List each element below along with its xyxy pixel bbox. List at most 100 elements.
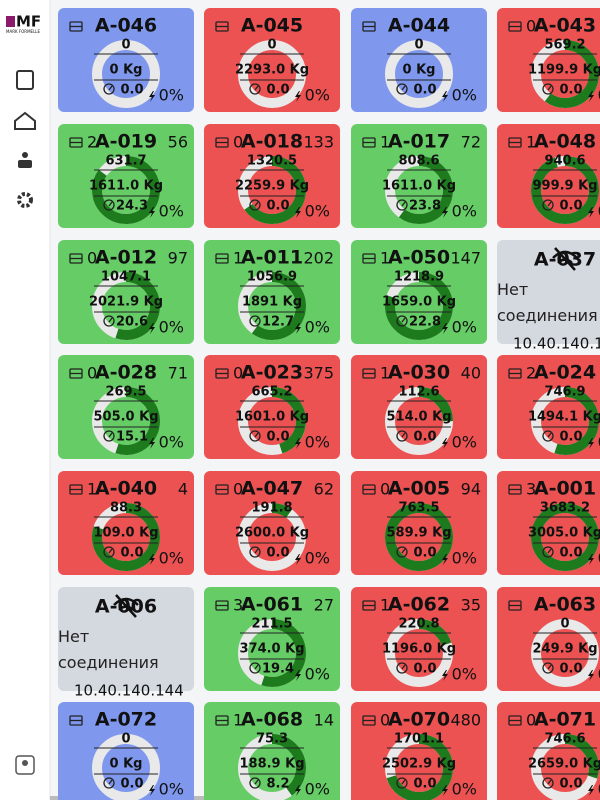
card-bg (204, 355, 340, 459)
machine-card[interactable]: 0A-005 94 763.5 589.9 Kg 0.0 0% (351, 471, 487, 575)
left-number: 1 (87, 480, 97, 499)
speed-icon (542, 777, 554, 789)
speed-icon-needle (547, 779, 552, 785)
weight-value: 374.0 Kg (239, 642, 304, 657)
bolt-icon (588, 207, 594, 218)
bolt-icon (442, 323, 448, 334)
top-value: 1218.9 (394, 270, 444, 285)
ring-progress (238, 272, 306, 340)
machine-card[interactable]: 1A-030 40 112.6 514.0 Kg 0.0 0% (351, 355, 487, 459)
speed-icon-needle (547, 201, 552, 207)
machine-card[interactable]: 0A-012 97 1047.1 2021.9 Kg 20.6 0% (58, 240, 194, 344)
machine-card[interactable]: 0A-018 133 1320.5 2259.9 Kg 0.0 0% (204, 124, 340, 228)
left-number: 1 (380, 364, 390, 383)
ring-progress (238, 619, 306, 687)
bolt-icon (149, 554, 155, 565)
percent-value: 0% (452, 549, 477, 568)
machine-card[interactable]: 0A-047 62 191.8 2600.0 Kg 0.0 0% (204, 471, 340, 575)
left-number: 0 (380, 480, 390, 499)
speed-icon-needle (254, 317, 259, 323)
left-number: 0 (526, 17, 536, 36)
weight-value: 1659.0 Kg (382, 295, 456, 310)
machine-card[interactable]: 2A-019 56 631.7 1611.0 Kg 24.3 0% (58, 124, 194, 228)
nav-user[interactable] (22, 152, 28, 158)
ring-progress (385, 272, 453, 340)
speed-icon (396, 315, 408, 327)
percent-value: 0% (598, 202, 600, 221)
machine-card[interactable]: 1A-062 35 220.8 1196.0 Kg 0.0 0% (351, 587, 487, 691)
left-number: 2 (526, 364, 536, 383)
right-number: 72 (461, 133, 481, 152)
ip-address: 10.40.140.12 (513, 335, 600, 353)
machine-card[interactable]: 1A-068 14 75.3 188.9 Kg 8.2 0% (204, 702, 340, 800)
left-number: 0 (87, 364, 97, 383)
card-bg (497, 702, 600, 800)
card-bg (58, 702, 194, 800)
speed-value: 0.0 (413, 777, 436, 792)
card-bg (204, 471, 340, 575)
message-box: Нет соединения (58, 627, 159, 672)
card-title: A-012 (95, 247, 157, 269)
logo-caption: MARK FORMELLE (6, 29, 41, 34)
card-bg (351, 355, 487, 459)
bolt-icon (442, 670, 448, 681)
machine-card[interactable]: A-037 Нет соединения 10.40.140.12 (497, 240, 600, 353)
card-bg (497, 587, 600, 691)
machine-card[interactable]: A-006 Нет соединения 10.40.140.144 (58, 587, 194, 700)
weight-value: 1611.0 Kg (382, 179, 456, 194)
weight-value: 109.0 Kg (93, 526, 158, 541)
nav-warehouse[interactable] (14, 111, 36, 130)
weight-value: 514.0 Kg (386, 410, 451, 425)
nav-icons[interactable] (14, 70, 36, 775)
nav-cabinet[interactable] (16, 70, 34, 90)
weight-value: 2293.0 Kg (235, 63, 309, 78)
nav-profile[interactable] (15, 755, 35, 775)
speed-icon (396, 777, 408, 789)
machine-card[interactable]: 1A-050 147 1218.9 1659.0 Kg 22.8 0% (351, 240, 487, 344)
card-title: A-030 (388, 362, 450, 384)
bolt-icon (149, 207, 155, 218)
card-title: A-017 (388, 131, 450, 153)
machine-card[interactable]: 0A-028 71 269.5 505.0 Kg 15.1 0% (58, 355, 194, 459)
nav-settings[interactable] (17, 192, 33, 208)
left-number: 1 (233, 711, 243, 730)
bolt-icon (149, 438, 155, 449)
machine-card[interactable]: 1A-040 4 88.3 109.0 Kg 0.0 0% (58, 471, 194, 575)
machine-card[interactable]: 1A-017 72 808.6 1611.0 Kg 23.8 0% (351, 124, 487, 228)
card-bg (497, 240, 600, 344)
machine-card[interactable]: 0A-070 480 1701.1 2502.9 Kg 0.0 0% (351, 702, 487, 800)
sidebar (0, 0, 50, 800)
speed-value: 19.4 (262, 662, 294, 677)
machine-card[interactable]: 3A-061 27 211.5 374.0 Kg 19.4 0% (204, 587, 340, 691)
speed-icon (396, 430, 408, 442)
top-value: 0 (121, 732, 130, 747)
top-value: 220.8 (398, 617, 439, 632)
right-number: 97 (168, 249, 188, 268)
speed-icon-needle (254, 432, 259, 438)
left-number: 1 (526, 133, 536, 152)
speed-icon (542, 430, 554, 442)
ring-track (238, 40, 306, 108)
top-value: 0 (121, 38, 130, 53)
ring-track (92, 734, 160, 800)
card-bg (351, 471, 487, 575)
right-number: 133 (303, 133, 334, 152)
ring-progress (385, 734, 453, 800)
top-value: 88.3 (110, 501, 142, 516)
machine-card[interactable]: 0A-023 375 665.2 1601.0 Kg 0.0 0% (204, 355, 340, 459)
speed-icon (542, 199, 554, 211)
machine-card[interactable]: 1A-011 202 1056.9 1891 Kg 12.7 0% (204, 240, 340, 344)
speed-icon-needle (108, 548, 113, 554)
percent-value: 0% (452, 433, 477, 452)
weight-value: 2259.9 Kg (235, 179, 309, 194)
